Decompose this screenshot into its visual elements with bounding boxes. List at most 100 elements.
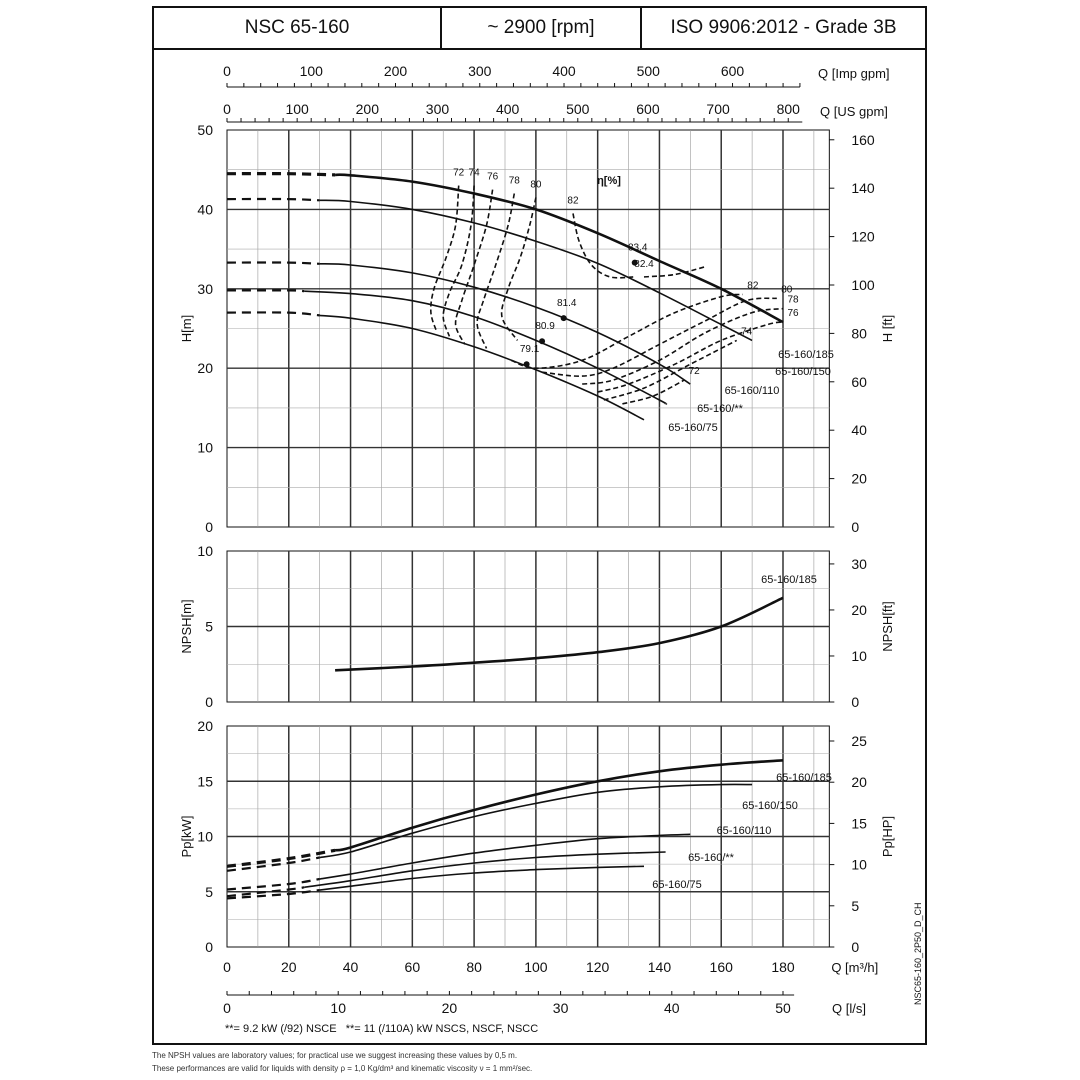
efficiency-label: 74 bbox=[469, 168, 481, 179]
bep-label: 83.4 bbox=[628, 243, 648, 254]
xtick-usgpm: 700 bbox=[706, 101, 730, 117]
ytick-right-head: 120 bbox=[851, 229, 875, 245]
series-power-65-160-150-line bbox=[319, 783, 753, 859]
efficiency-contour-76 bbox=[597, 321, 784, 393]
ytick-left-head: 30 bbox=[197, 281, 213, 297]
ytick-left-head: 10 bbox=[197, 440, 213, 456]
series-power-65-160--line bbox=[304, 851, 666, 889]
ytick-right-head: 140 bbox=[851, 180, 875, 196]
ytick-right-head: 160 bbox=[851, 132, 875, 148]
ytick-left-power: 20 bbox=[197, 718, 213, 734]
series-head-65-160--line bbox=[304, 290, 668, 405]
xtick-m3h: 140 bbox=[648, 959, 672, 975]
ytick-right-power: 10 bbox=[851, 857, 867, 873]
xtick-usgpm: 0 bbox=[223, 101, 231, 117]
efficiency-contour-72 bbox=[429, 185, 460, 333]
xtick-ls: 40 bbox=[664, 1000, 680, 1016]
xtick-m3h: 40 bbox=[343, 959, 359, 975]
efficiency-contour-80 bbox=[500, 197, 537, 341]
grid-layer bbox=[226, 129, 830, 948]
xtick-m3h: 160 bbox=[710, 959, 734, 975]
ylabel-left-head: H[m] bbox=[179, 315, 194, 342]
efficiency-label: 72 bbox=[689, 366, 701, 377]
efficiency-contour-82 bbox=[572, 213, 635, 279]
npsh-curve-label: 65-160/185 bbox=[761, 574, 817, 586]
head-curve-label: 65-160/110 bbox=[725, 385, 780, 397]
ytick-left-head: 0 bbox=[205, 519, 213, 535]
xtick-m3h: 0 bbox=[223, 959, 231, 975]
series-head-65-160-150-dashed bbox=[226, 197, 320, 202]
model-notes: **= 9.2 kW (/92) NSCE **= 11 (/110A) kW … bbox=[225, 1023, 538, 1035]
efficiency-contour-74 bbox=[603, 339, 738, 401]
xtick-m3h: 100 bbox=[524, 959, 548, 975]
xtick-impgpm: 200 bbox=[384, 63, 408, 79]
pump-model: NSC 65-160 bbox=[244, 17, 350, 38]
efficiency-label: 78 bbox=[509, 176, 521, 187]
ytick-right-head: 20 bbox=[851, 471, 867, 487]
xtick-impgpm: 100 bbox=[300, 63, 324, 79]
efficiency-contour-74 bbox=[442, 185, 475, 337]
series-power-65-160-75-dashed bbox=[226, 889, 320, 900]
xtick-impgpm: 300 bbox=[468, 63, 492, 79]
xtick-usgpm: 200 bbox=[356, 101, 380, 117]
xtick-usgpm: 100 bbox=[285, 101, 309, 117]
chart-frame bbox=[152, 48, 927, 1045]
efficiency-label: 74 bbox=[741, 326, 753, 337]
power-curve-label: 65-160/75 bbox=[652, 879, 702, 891]
efficiency-label: 78 bbox=[787, 295, 799, 306]
head-curve-label: 65-160/** bbox=[697, 403, 744, 415]
head-curve-label: 65-160/185 bbox=[778, 349, 834, 361]
ytick-left-power: 5 bbox=[205, 884, 213, 900]
xtick-ls: 50 bbox=[775, 1000, 791, 1016]
bep-label: 80.9 bbox=[535, 321, 555, 332]
xlabel-ls: Q [l/s] bbox=[832, 1001, 866, 1016]
xtick-usgpm: 600 bbox=[636, 101, 660, 117]
ylabel-right-power: Pp[HP] bbox=[880, 816, 895, 857]
series-power-65-160-110-line bbox=[319, 833, 691, 880]
ytick-right-head: 80 bbox=[851, 325, 867, 341]
xtick-m3h: 180 bbox=[771, 959, 795, 975]
bep-point bbox=[539, 338, 546, 345]
footnote-density: These performances are valid for liquids… bbox=[152, 1064, 533, 1073]
bep-point bbox=[560, 315, 567, 322]
efficiency-label: 82 bbox=[747, 280, 759, 291]
efficiency-contour-82 bbox=[510, 293, 743, 370]
xtick-ls: 0 bbox=[223, 1000, 231, 1016]
note-92: **= 9.2 kW (/92) NSCE bbox=[225, 1023, 337, 1035]
xlabel-impgpm: Q [Imp gpm] bbox=[818, 66, 890, 81]
xtick-ls: 30 bbox=[553, 1000, 569, 1016]
xtick-usgpm: 400 bbox=[496, 101, 520, 117]
head-curve-label: 65-160/150 bbox=[775, 366, 831, 378]
series-power-65-160-185-line bbox=[334, 759, 784, 852]
xtick-usgpm: 300 bbox=[426, 101, 450, 117]
pump-standard: ISO 9906:2012 - Grade 3B bbox=[670, 17, 897, 38]
ytick-right-power: 0 bbox=[851, 939, 859, 955]
ytick-right-npsh: 10 bbox=[851, 648, 867, 664]
ytick-left-npsh: 0 bbox=[205, 694, 213, 710]
ytick-right-head: 60 bbox=[851, 374, 867, 390]
efficiency-label: 82 bbox=[567, 195, 579, 206]
ytick-left-head: 40 bbox=[197, 201, 213, 217]
pump-speed: ~ 2900 [rpm] bbox=[487, 17, 595, 38]
ytick-left-power: 15 bbox=[197, 773, 213, 789]
footnote-npsh: The NPSH values are laboratory values; f… bbox=[152, 1051, 518, 1060]
ytick-left-power: 10 bbox=[197, 829, 213, 845]
series-head-65-160-75-dashed bbox=[226, 311, 320, 317]
xtick-m3h: 60 bbox=[405, 959, 421, 975]
power-curve-label: 65-160/110 bbox=[717, 825, 772, 837]
power-curve-label: 65-160/150 bbox=[742, 800, 798, 812]
efficiency-contour-76 bbox=[454, 189, 494, 345]
series-head-65-160-110-line bbox=[319, 263, 691, 385]
series-power-65-160-150-dashed bbox=[226, 856, 320, 872]
xtick-ls: 20 bbox=[442, 1000, 458, 1016]
xtick-m3h: 20 bbox=[281, 959, 297, 975]
ytick-right-head: 0 bbox=[851, 519, 859, 535]
series-head-65-160-75-line bbox=[319, 314, 645, 421]
efficiency-label: 76 bbox=[787, 308, 799, 319]
xtick-impgpm: 500 bbox=[637, 63, 661, 79]
xlabel-m3h: Q [m³/h] bbox=[831, 960, 878, 975]
